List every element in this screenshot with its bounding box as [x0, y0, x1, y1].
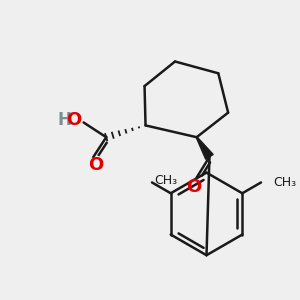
Text: O: O	[186, 178, 201, 196]
Text: CH₃: CH₃	[154, 174, 177, 187]
Text: O: O	[66, 112, 82, 130]
Polygon shape	[196, 137, 213, 159]
Text: CH₃: CH₃	[273, 176, 296, 189]
Text: O: O	[88, 156, 103, 174]
Text: H: H	[58, 112, 72, 130]
